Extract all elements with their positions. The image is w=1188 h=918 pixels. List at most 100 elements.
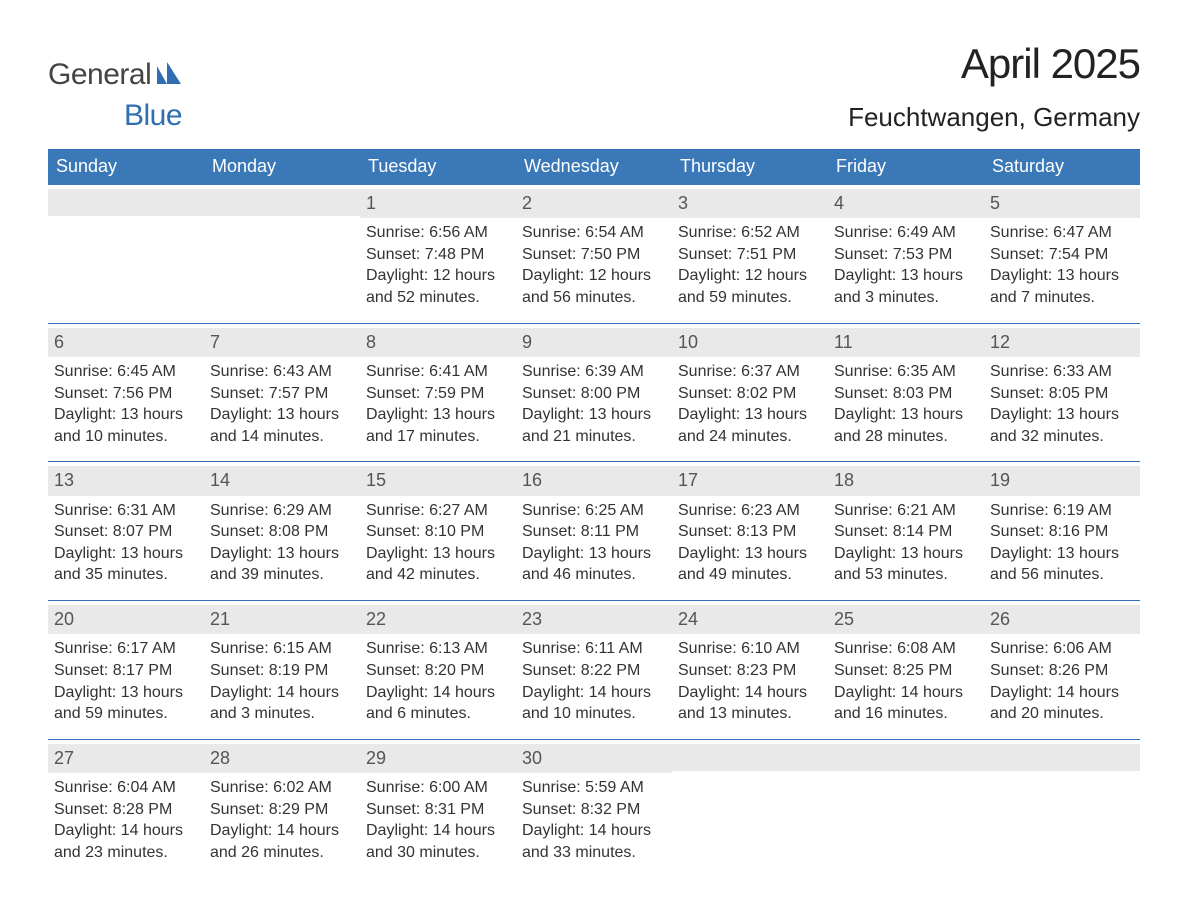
calendar-cell: 9Sunrise: 6:39 AMSunset: 8:00 PMDaylight… — [516, 324, 672, 462]
day-number: 25 — [828, 605, 984, 634]
sunrise-line: Sunrise: 6:21 AM — [834, 500, 978, 522]
day-number — [204, 189, 360, 216]
sunset-line: Sunset: 8:22 PM — [522, 660, 666, 682]
sunrise-line: Sunrise: 6:35 AM — [834, 361, 978, 383]
sunrise-line: Sunrise: 6:43 AM — [210, 361, 354, 383]
day-number: 1 — [360, 189, 516, 218]
day-number: 28 — [204, 744, 360, 773]
day-number — [672, 744, 828, 771]
day-number: 8 — [360, 328, 516, 357]
calendar-cell: 15Sunrise: 6:27 AMSunset: 8:10 PMDayligh… — [360, 462, 516, 600]
calendar-cell: 8Sunrise: 6:41 AMSunset: 7:59 PMDaylight… — [360, 324, 516, 462]
day-number: 26 — [984, 605, 1140, 634]
day-number: 10 — [672, 328, 828, 357]
sunrise-line: Sunrise: 6:37 AM — [678, 361, 822, 383]
brand-logo: General — [48, 40, 189, 92]
sunset-line: Sunset: 8:29 PM — [210, 799, 354, 821]
day-number: 24 — [672, 605, 828, 634]
sunset-line: Sunset: 8:26 PM — [990, 660, 1134, 682]
calendar-cell — [204, 185, 360, 323]
daylight-line: Daylight: 14 hours and 6 minutes. — [366, 682, 510, 725]
day-number: 19 — [984, 466, 1140, 495]
calendar-cell: 23Sunrise: 6:11 AMSunset: 8:22 PMDayligh… — [516, 601, 672, 739]
day-header: Sunday — [48, 150, 204, 185]
daylight-line: Daylight: 14 hours and 10 minutes. — [522, 682, 666, 725]
sunrise-line: Sunrise: 6:25 AM — [522, 500, 666, 522]
calendar-cell: 14Sunrise: 6:29 AMSunset: 8:08 PMDayligh… — [204, 462, 360, 600]
daylight-line: Daylight: 14 hours and 30 minutes. — [366, 820, 510, 863]
calendar-cell: 16 Sunrise: 6:25 AMSunset: 8:11 PMDayligh… — [516, 462, 672, 600]
daylight-line: Daylight: 13 hours and 42 minutes. — [366, 543, 510, 586]
calendar-cell: 13Sunrise: 6:31 AMSunset: 8:07 PMDayligh… — [48, 462, 204, 600]
daylight-line: Daylight: 13 hours and 24 minutes. — [678, 404, 822, 447]
daylight-line: Daylight: 13 hours and 46 minutes. — [522, 543, 666, 586]
sunset-line: Sunset: 8:03 PM — [834, 383, 978, 405]
day-number: 9 — [516, 328, 672, 357]
sunset-line: Sunset: 8:10 PM — [366, 521, 510, 543]
sunrise-line: Sunrise: 6:02 AM — [210, 777, 354, 799]
day-number — [828, 744, 984, 771]
sunrise-line: Sunrise: 6:56 AM — [366, 222, 510, 244]
calendar-cell: 11Sunrise: 6:35 AMSunset: 8:03 PMDayligh… — [828, 324, 984, 462]
day-header: Wednesday — [516, 150, 672, 185]
calendar-cell: 25Sunrise: 6:08 AMSunset: 8:25 PMDayligh… — [828, 601, 984, 739]
calendar-cell: 12Sunrise: 6:33 AMSunset: 8:05 PMDayligh… — [984, 324, 1140, 462]
daylight-line: Daylight: 12 hours and 52 minutes. — [366, 265, 510, 308]
sunset-line: Sunset: 8:31 PM — [366, 799, 510, 821]
sunrise-line: Sunrise: 6:33 AM — [990, 361, 1134, 383]
brand-mark-icon — [157, 62, 185, 89]
sunset-line: Sunset: 8:11 PM — [522, 521, 666, 543]
calendar-cell: 17Sunrise: 6:23 AMSunset: 8:13 PMDayligh… — [672, 462, 828, 600]
sunrise-line: Sunrise: 6:52 AM — [678, 222, 822, 244]
daylight-line: Daylight: 13 hours and 28 minutes. — [834, 404, 978, 447]
daylight-line: Daylight: 13 hours and 39 minutes. — [210, 543, 354, 586]
sunrise-line: Sunrise: 6:54 AM — [522, 222, 666, 244]
day-number: 21 — [204, 605, 360, 634]
sunset-line: Sunset: 8:25 PM — [834, 660, 978, 682]
calendar-cell: 5Sunrise: 6:47 AMSunset: 7:54 PMDaylight… — [984, 185, 1140, 323]
sunrise-line: Sunrise: 6:23 AM — [678, 500, 822, 522]
calendar-cell: 1Sunrise: 6:56 AMSunset: 7:48 PMDaylight… — [360, 185, 516, 323]
sunset-line: Sunset: 7:50 PM — [522, 244, 666, 266]
daylight-line: Daylight: 14 hours and 3 minutes. — [210, 682, 354, 725]
daylight-line: Daylight: 14 hours and 20 minutes. — [990, 682, 1134, 725]
sunrise-line: Sunrise: 6:45 AM — [54, 361, 198, 383]
sunset-line: Sunset: 8:00 PM — [522, 383, 666, 405]
sunrise-line: Sunrise: 6:10 AM — [678, 638, 822, 660]
day-number: 30 — [516, 744, 672, 773]
calendar-cell: 26 Sunrise: 6:06 AMSunset: 8:26 PMDayligh… — [984, 601, 1140, 739]
daylight-line: Daylight: 12 hours and 56 minutes. — [522, 265, 666, 308]
sunrise-line: Sunrise: 6:08 AM — [834, 638, 978, 660]
daylight-line: Daylight: 13 hours and 10 minutes. — [54, 404, 198, 447]
daylight-line: Daylight: 13 hours and 3 minutes. — [834, 265, 978, 308]
calendar-cell: 20Sunrise: 6:17 AMSunset: 8:17 PMDayligh… — [48, 601, 204, 739]
sunset-line: Sunset: 8:14 PM — [834, 521, 978, 543]
sunrise-line: Sunrise: 6:06 AM — [990, 638, 1134, 660]
sunrise-line: Sunrise: 6:29 AM — [210, 500, 354, 522]
day-number: 17 — [672, 466, 828, 495]
daylight-line: Daylight: 13 hours and 14 minutes. — [210, 404, 354, 447]
calendar-cell: 3Sunrise: 6:52 AMSunset: 7:51 PMDaylight… — [672, 185, 828, 323]
sunrise-line: Sunrise: 6:49 AM — [834, 222, 978, 244]
calendar-cell — [672, 740, 828, 878]
calendar-cell: 10Sunrise: 6:37 AMSunset: 8:02 PMDayligh… — [672, 324, 828, 462]
day-number: 15 — [360, 466, 516, 495]
day-number — [984, 744, 1140, 771]
calendar-cell: 29Sunrise: 6:00 AMSunset: 8:31 PMDayligh… — [360, 740, 516, 878]
calendar-cell: 18Sunrise: 6:21 AMSunset: 8:14 PMDayligh… — [828, 462, 984, 600]
calendar-cell: 22Sunrise: 6:13 AMSunset: 8:20 PMDayligh… — [360, 601, 516, 739]
calendar-cell: 19Sunrise: 6:19 AMSunset: 8:16 PMDayligh… — [984, 462, 1140, 600]
day-number: 22 — [360, 605, 516, 634]
sunrise-line: Sunrise: 6:04 AM — [54, 777, 198, 799]
day-number: 16 — [516, 466, 672, 495]
sunset-line: Sunset: 8:17 PM — [54, 660, 198, 682]
calendar-cell: 7Sunrise: 6:43 AMSunset: 7:57 PMDaylight… — [204, 324, 360, 462]
day-header: Thursday — [672, 150, 828, 185]
sunset-line: Sunset: 8:16 PM — [990, 521, 1134, 543]
day-number — [48, 189, 204, 216]
calendar-cell: 21Sunrise: 6:15 AMSunset: 8:19 PMDayligh… — [204, 601, 360, 739]
calendar-cell — [828, 740, 984, 878]
day-number: 13 — [48, 466, 204, 495]
calendar-cell — [984, 740, 1140, 878]
day-number: 12 — [984, 328, 1140, 357]
